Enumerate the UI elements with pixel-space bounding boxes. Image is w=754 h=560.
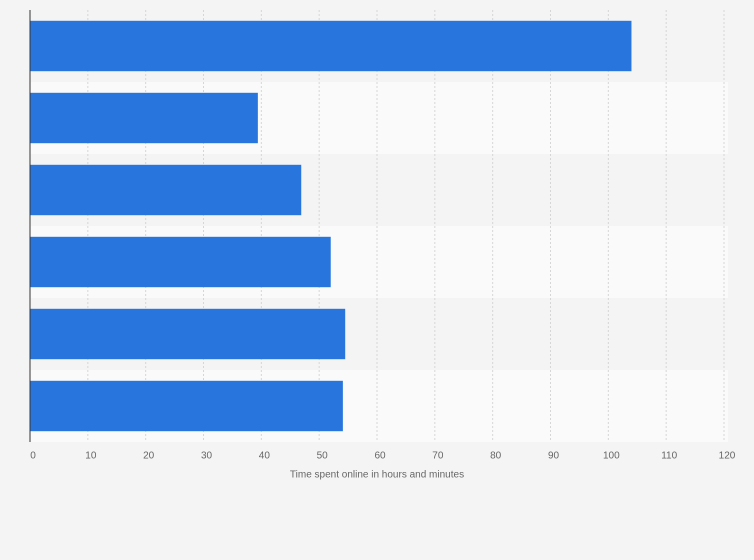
x-tick-label: 30 (201, 451, 213, 462)
bar (30, 20, 632, 72)
bar (30, 164, 302, 216)
x-tick-label: 80 (490, 451, 502, 462)
bar (30, 92, 258, 144)
bar (30, 308, 346, 360)
x-tick-label: 100 (603, 451, 620, 462)
bar (30, 236, 331, 288)
bar (30, 380, 343, 432)
x-tick-label: 40 (259, 451, 271, 462)
x-tick-label: 0 (30, 451, 36, 462)
x-tick-label: 60 (374, 451, 386, 462)
x-tick-label: 110 (661, 451, 677, 462)
x-tick-label: 90 (548, 451, 560, 462)
x-tick-label: 20 (143, 451, 155, 462)
x-tick-label: 10 (85, 451, 97, 462)
x-axis-title: Time spent online in hours and minutes (290, 470, 464, 481)
x-tick-label: 120 (719, 451, 736, 462)
x-tick-label: 50 (317, 451, 329, 462)
x-tick-label: 70 (432, 451, 444, 462)
